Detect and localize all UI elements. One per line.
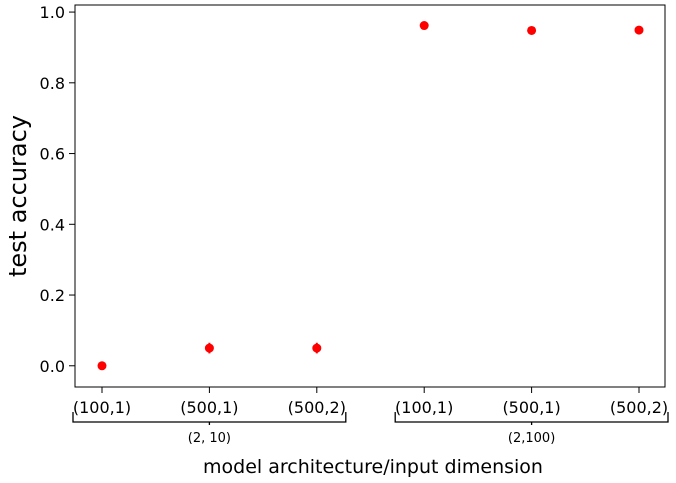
x-tick-label: (100,1) <box>395 398 453 417</box>
y-tick-label: 0.4 <box>40 215 65 234</box>
x-tick-label: (500,2) <box>288 398 346 417</box>
x-tick-label: (500,1) <box>502 398 560 417</box>
x-axis-ticks: (100,1) (500,1) (500,2) (100,1) (500,1) (500,… <box>73 387 668 417</box>
data-point <box>204 343 214 353</box>
x-tick-label: (500,2) <box>610 398 668 417</box>
y-tick-label: 0.2 <box>40 286 65 305</box>
y-tick-label: 1.0 <box>40 3 65 22</box>
data-point <box>419 21 429 31</box>
y-axis-label: test accuracy <box>4 115 32 277</box>
group-brackets: (2, 10) (2,100) <box>72 412 669 446</box>
plot-area <box>74 4 666 388</box>
x-axis-label: model architecture/input dimension <box>203 456 543 478</box>
y-axis-ticks: 0.0 0.2 0.4 0.6 0.8 1.0 <box>40 3 75 376</box>
y-tick-label: 0.8 <box>40 74 65 93</box>
data-point <box>634 25 644 35</box>
group-label: (2, 10) <box>188 431 231 446</box>
y-tick-label: 0.0 <box>40 357 65 376</box>
data-marks <box>97 21 644 371</box>
data-point <box>312 343 322 353</box>
x-tick-label: (100,1) <box>73 398 131 417</box>
data-point <box>97 361 107 371</box>
group-label: (2,100) <box>508 431 555 446</box>
data-point <box>527 25 537 35</box>
x-tick-label: (500,1) <box>180 398 238 417</box>
y-tick-label: 0.6 <box>40 145 65 164</box>
